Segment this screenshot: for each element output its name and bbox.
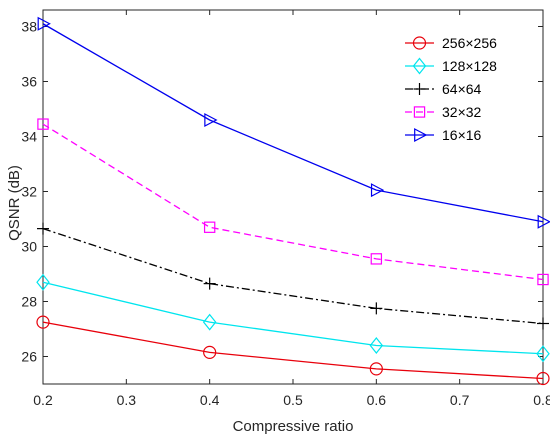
data-point-marker — [204, 113, 218, 127]
legend-item: 16×16 — [405, 127, 482, 143]
series-line — [42, 23, 544, 223]
legend-label: 256×256 — [442, 35, 497, 51]
legend: 256×256 128×128 64×64 32×32 16×16 — [405, 35, 497, 143]
y-tick-label: 26 — [21, 349, 37, 365]
data-point-marker — [37, 118, 49, 130]
legend-marker — [413, 83, 426, 95]
x-tick-label: 0.8 — [533, 392, 550, 408]
y-axis-title: QSNR (dB) — [6, 165, 23, 241]
y-tick-label: 30 — [21, 239, 37, 255]
y-tick-label: 28 — [21, 294, 37, 310]
series-5 — [37, 16, 550, 229]
series-line — [42, 123, 544, 281]
series-line — [42, 321, 544, 380]
data-point-marker — [370, 253, 383, 265]
series-layer — [36, 16, 550, 386]
data-point-marker — [203, 277, 216, 290]
legend-item: 32×32 — [405, 104, 482, 120]
series-4 — [37, 118, 549, 286]
y-tick-label: 38 — [21, 19, 37, 35]
y-tick-label: 32 — [21, 184, 37, 200]
series-3 — [37, 222, 549, 330]
legend-marker — [412, 36, 427, 50]
legend-marker — [414, 128, 428, 142]
data-point-marker — [203, 345, 217, 359]
data-point-marker — [203, 221, 216, 233]
data-point-marker — [202, 313, 217, 331]
data-point-marker — [537, 214, 550, 229]
x-axis-tick-labels: 0.2 0.3 0.4 0.5 0.6 0.7 0.8 — [33, 392, 550, 408]
data-point-marker — [537, 317, 549, 330]
legend-marker — [413, 106, 426, 118]
data-point-marker — [369, 337, 384, 354]
legend-marker — [412, 57, 427, 75]
x-tick-label: 0.3 — [117, 392, 137, 408]
x-tick-label: 0.7 — [450, 392, 470, 408]
x-tick-label: 0.4 — [200, 392, 220, 408]
x-tick-label: 0.2 — [33, 392, 53, 408]
x-tick-label: 0.5 — [283, 392, 303, 408]
data-point-marker — [370, 183, 385, 198]
y-tick-label: 36 — [21, 74, 37, 90]
series-1 — [36, 315, 550, 386]
legend-item: 64×64 — [405, 81, 482, 97]
legend-label: 64×64 — [442, 81, 482, 97]
data-point-marker — [369, 362, 383, 376]
data-point-marker — [37, 222, 49, 235]
series-line — [42, 228, 544, 325]
x-tick-label: 0.6 — [367, 392, 387, 408]
legend-item: 256×256 — [405, 35, 497, 51]
axis-ticks — [42, 10, 544, 384]
data-point-marker — [370, 302, 383, 315]
legend-item: 128×128 — [405, 57, 497, 75]
series-line — [42, 281, 544, 355]
data-point-marker — [536, 371, 550, 386]
data-point-marker — [37, 16, 51, 31]
legend-label: 128×128 — [442, 58, 497, 74]
x-axis-title: Compressive ratio — [233, 418, 354, 435]
legend-label: 32×32 — [442, 104, 482, 120]
data-point-marker — [537, 273, 549, 286]
data-point-marker — [536, 345, 550, 363]
legend-label: 16×16 — [442, 127, 482, 143]
y-tick-label: 34 — [21, 129, 37, 145]
data-point-marker — [36, 315, 50, 329]
data-point-marker — [36, 273, 50, 291]
series-2 — [36, 273, 550, 363]
y-axis-tick-labels: 26 28 30 32 34 36 38 — [21, 19, 37, 365]
